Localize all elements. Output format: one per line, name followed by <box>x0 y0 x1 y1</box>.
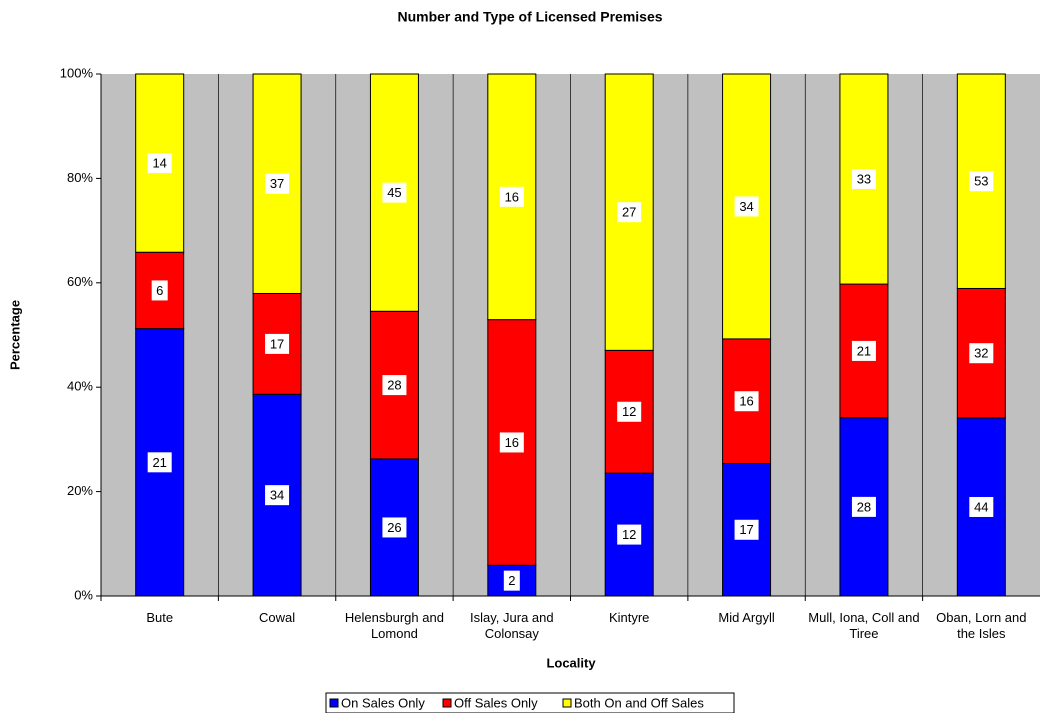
x-axis-title: Locality <box>546 655 596 670</box>
data-label: 12 <box>622 527 636 542</box>
data-label-box <box>851 169 876 190</box>
data-label-box <box>851 496 876 517</box>
data-label: 37 <box>270 176 284 191</box>
data-label: 34 <box>739 199 753 214</box>
data-label-box <box>503 570 520 591</box>
y-tick-label: 40% <box>67 379 93 394</box>
y-axis-title: Percentage <box>7 300 22 370</box>
data-label-box <box>382 375 407 396</box>
legend-label: Off Sales Only <box>454 695 538 710</box>
legend-swatch <box>442 698 452 708</box>
legend-label: Both On and Off Sales <box>574 695 704 710</box>
x-tick-label: Kintyre <box>608 610 650 625</box>
x-tick-label: Mull, Iona, Coll and Tiree <box>808 610 920 641</box>
legend-swatch <box>562 698 572 708</box>
legend-box <box>325 692 735 713</box>
y-tick-label: 0% <box>74 587 93 602</box>
x-tick-label: Oban, Lorn and the Isles <box>936 610 1027 641</box>
data-label-box <box>734 196 759 217</box>
data-label-box <box>265 173 290 194</box>
data-label: 2 <box>508 573 515 588</box>
data-label: 14 <box>152 156 166 171</box>
data-label-box <box>147 452 172 473</box>
data-label-box <box>969 496 994 517</box>
data-label: 28 <box>857 499 871 514</box>
data-label: 27 <box>622 205 636 220</box>
data-label-box <box>734 391 759 412</box>
data-label-box <box>265 333 290 354</box>
data-label: 17 <box>739 522 753 537</box>
data-label-box <box>499 186 524 207</box>
y-tick-label: 80% <box>67 170 93 185</box>
x-tick-label: Cowal <box>259 610 296 625</box>
data-label: 53 <box>974 174 988 189</box>
legend-label: On Sales Only <box>341 695 425 710</box>
legend-swatch <box>329 698 339 708</box>
data-label: 21 <box>857 343 871 358</box>
data-label-box <box>617 524 642 545</box>
x-tick-label: Bute <box>146 610 174 625</box>
data-label: 28 <box>387 378 401 393</box>
y-tick-label: 100% <box>60 65 94 80</box>
data-label-box <box>265 485 290 506</box>
data-label: 32 <box>974 346 988 361</box>
data-label: 16 <box>505 189 519 204</box>
data-label-box <box>617 401 642 422</box>
chart-title: Number and Type of Licensed Premises <box>397 9 662 25</box>
data-label: 44 <box>974 499 988 514</box>
data-label: 21 <box>152 455 166 470</box>
data-label: 33 <box>857 171 871 186</box>
x-tick-label: Helensburgh and Lomond <box>344 610 444 641</box>
data-label: 26 <box>387 520 401 535</box>
data-label-box <box>969 171 994 192</box>
data-label-box <box>734 519 759 540</box>
data-label: 45 <box>387 185 401 200</box>
y-tick-label: 20% <box>67 483 93 498</box>
x-tick-label: Islay, Jura and Colonsay <box>470 610 554 641</box>
data-label: 17 <box>270 336 284 351</box>
data-label-box <box>617 202 642 223</box>
data-label: 34 <box>270 488 284 503</box>
data-label: 16 <box>739 394 753 409</box>
data-label-box <box>382 517 407 538</box>
data-label: 12 <box>622 404 636 419</box>
data-label-box <box>147 153 172 174</box>
data-label-box <box>851 340 876 361</box>
y-tick-label: 60% <box>67 274 93 289</box>
data-label-box <box>382 182 407 203</box>
data-label-box <box>151 280 168 301</box>
data-label: 16 <box>505 435 519 450</box>
data-label-box <box>969 343 994 364</box>
x-tick-label: Mid Argyll <box>718 610 775 625</box>
data-label: 6 <box>156 283 163 298</box>
data-label-box <box>499 432 524 453</box>
